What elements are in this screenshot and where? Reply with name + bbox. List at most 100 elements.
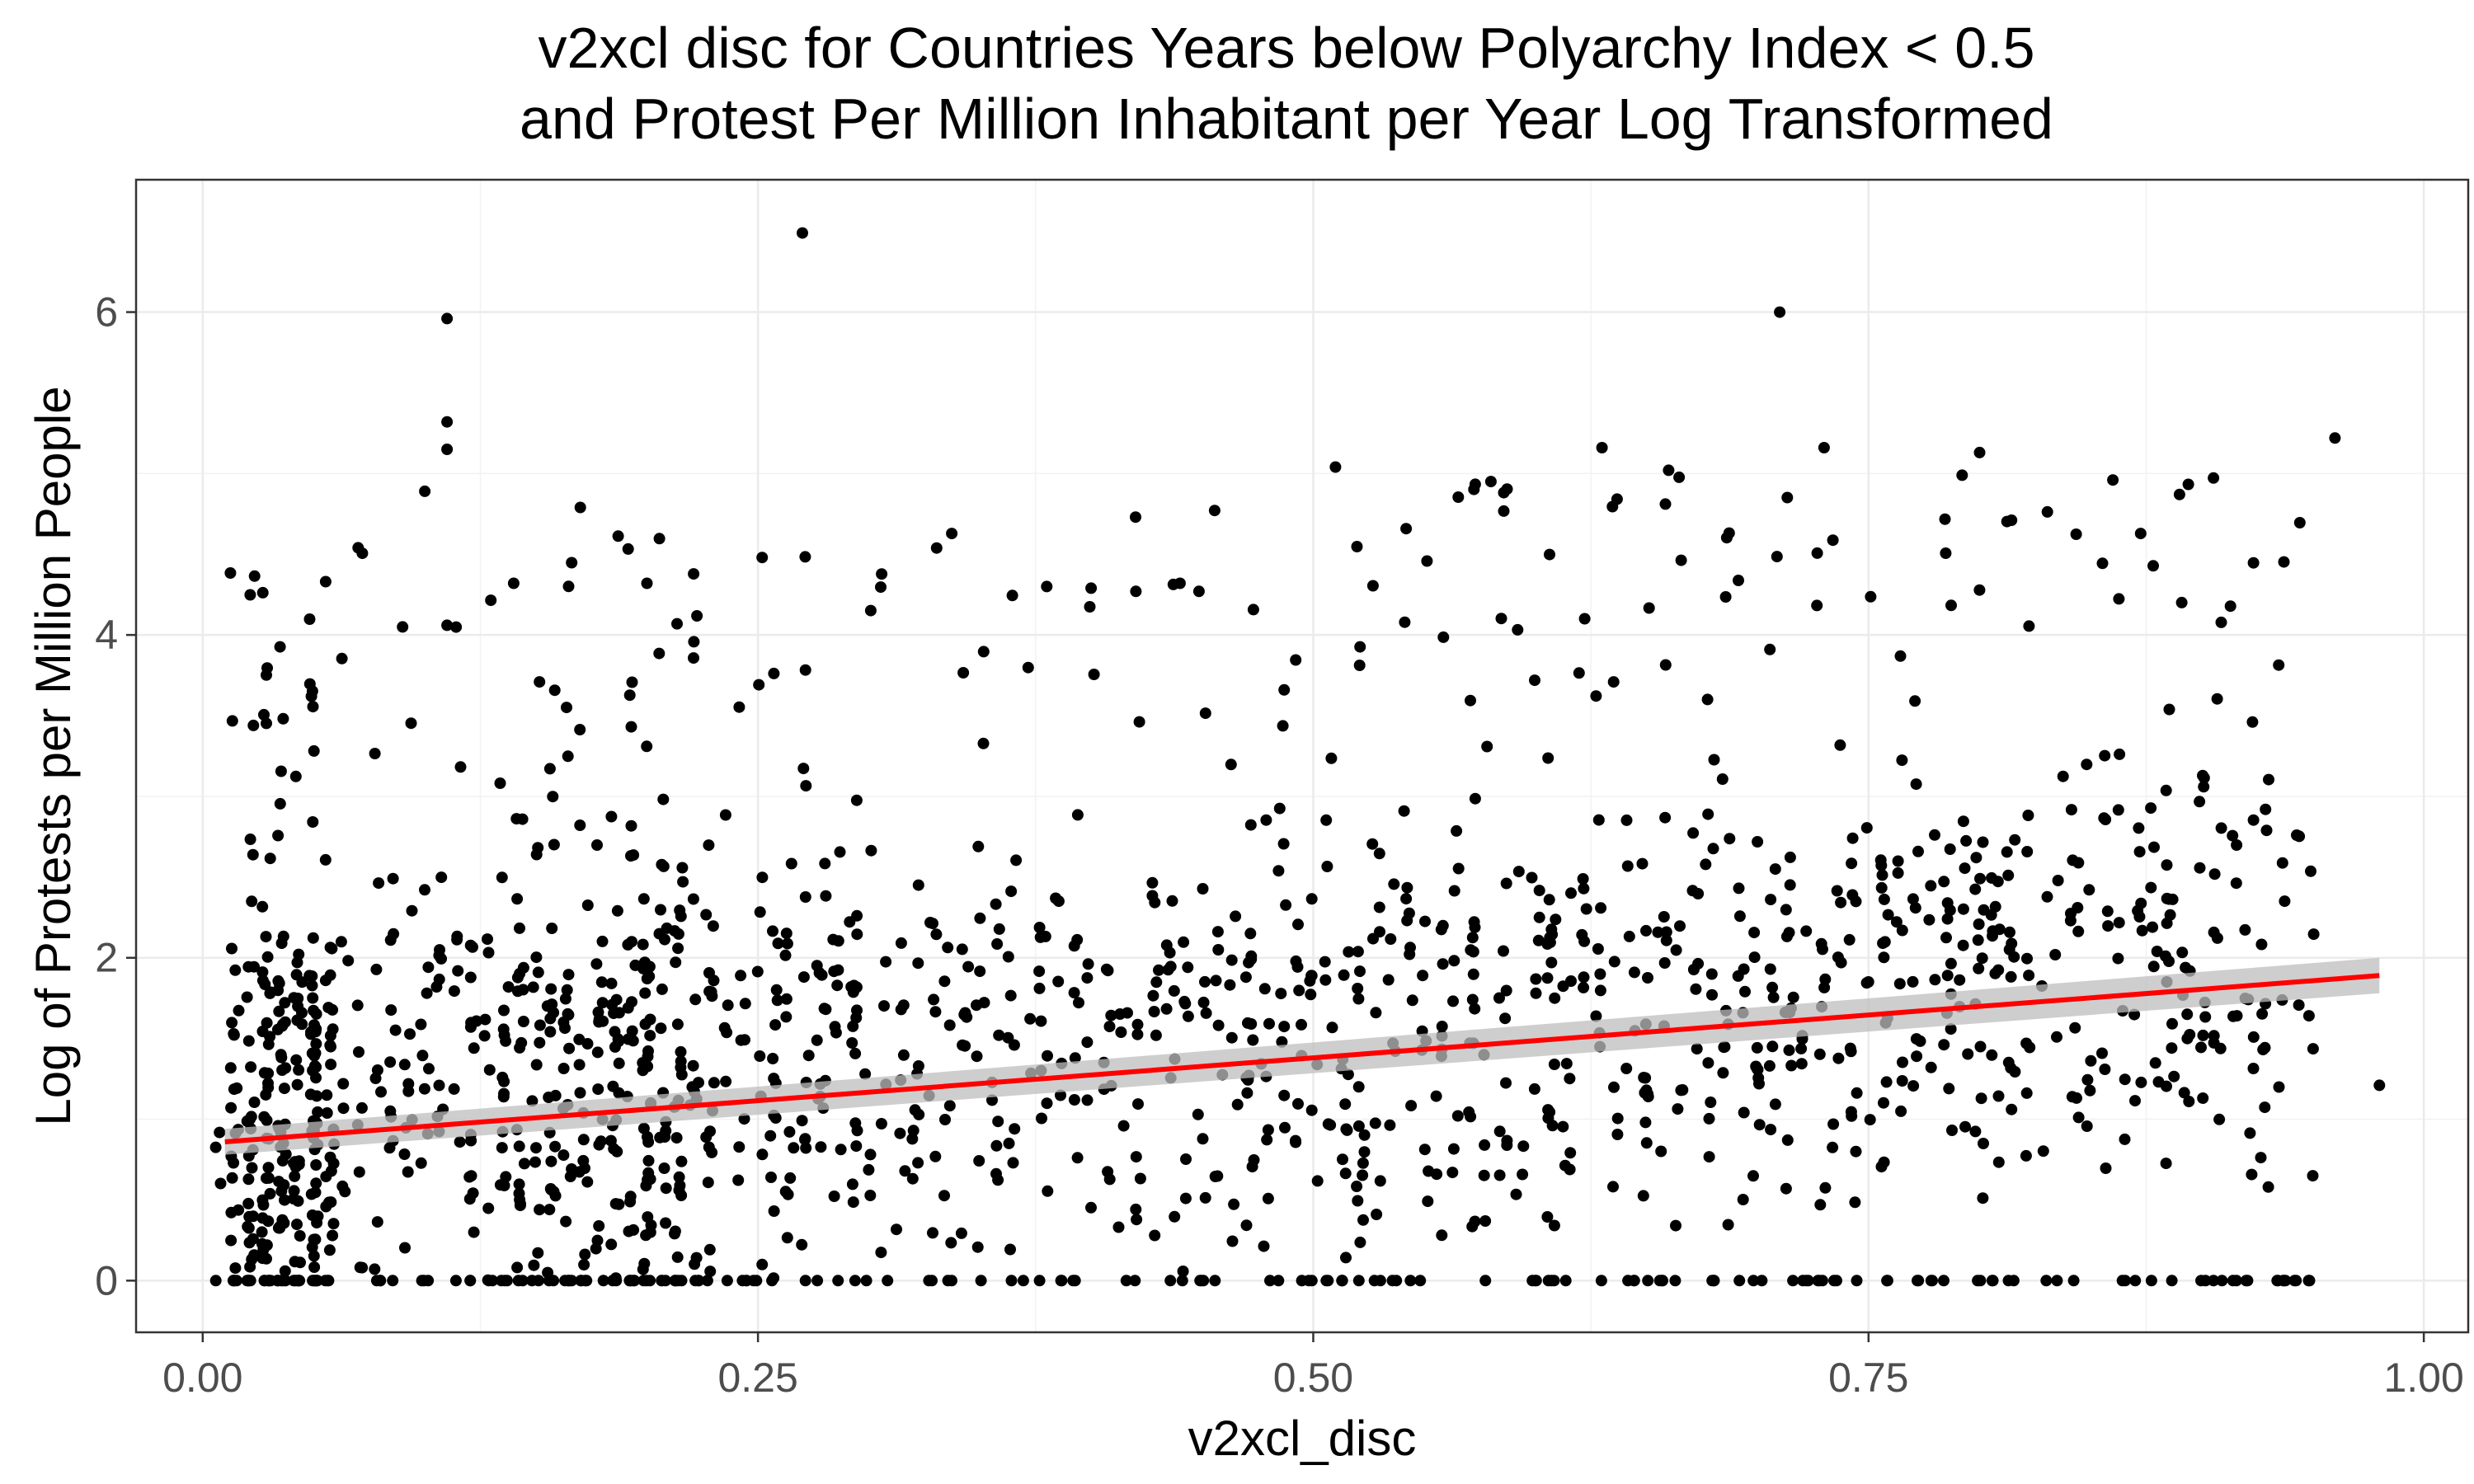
data-point (2182, 478, 2194, 491)
data-point (912, 879, 924, 891)
data-point (2052, 875, 2064, 886)
data-point (2024, 1041, 2036, 1054)
data-point (375, 1086, 387, 1098)
data-point (1319, 956, 1331, 968)
data-point (1733, 575, 1744, 586)
data-point (2151, 946, 2163, 957)
data-point (2211, 932, 2223, 944)
data-point (688, 652, 699, 665)
data-point (1369, 1117, 1381, 1129)
data-point (637, 959, 649, 971)
data-point (496, 1142, 508, 1154)
data-point (1084, 601, 1096, 613)
data-point (1319, 974, 1332, 986)
data-point (1197, 1133, 1209, 1145)
data-point (1404, 942, 1416, 954)
data-point (507, 577, 520, 589)
data-point (780, 1011, 793, 1023)
data-point (899, 1165, 911, 1177)
data-point (1986, 1049, 1998, 1061)
data-point (1006, 589, 1018, 602)
data-point (2259, 1101, 2271, 1114)
data-point (1892, 855, 1904, 867)
data-point (675, 1055, 687, 1068)
data-point (1211, 926, 1224, 938)
data-point (1305, 989, 1317, 1001)
data-point (895, 937, 907, 949)
data-point (1962, 1048, 1974, 1060)
data-point (548, 1275, 560, 1287)
data-point (1878, 951, 1890, 964)
data-point (256, 900, 269, 913)
data-point (1197, 883, 1209, 895)
data-point (261, 951, 274, 963)
data-point (2213, 1113, 2226, 1125)
data-point (591, 1046, 604, 1059)
data-point (416, 1050, 429, 1062)
data-point (1042, 1185, 1054, 1197)
data-point (563, 1042, 576, 1054)
data-point (1290, 654, 1302, 666)
data-point (225, 1101, 238, 1114)
data-point (225, 1234, 238, 1247)
data-point (637, 1064, 649, 1077)
data-point (590, 1242, 602, 1255)
data-point (1002, 951, 1014, 963)
data-point (1970, 852, 1982, 864)
data-point (1004, 1243, 1016, 1256)
data-point (1701, 693, 1714, 706)
data-point (1320, 814, 1333, 826)
y-axis-ticks: 0 2 4 6 (95, 289, 136, 1303)
data-point (398, 1059, 411, 1071)
y-tick-label: 0 (95, 1257, 118, 1303)
data-point (1305, 893, 1318, 905)
data-point (721, 1026, 733, 1039)
data-point (957, 667, 970, 679)
data-point (1595, 902, 1607, 914)
data-point (1231, 1098, 1244, 1111)
data-point (1543, 894, 1555, 906)
data-point (1180, 1153, 1192, 1165)
data-point (1747, 1275, 1760, 1287)
data-point (1912, 845, 1924, 857)
data-point (660, 1182, 672, 1195)
data-point (308, 1250, 320, 1262)
data-point (1463, 1106, 1475, 1118)
data-point (1957, 815, 1969, 828)
data-point (1652, 926, 1664, 938)
data-point (2195, 1041, 2207, 1054)
data-point (811, 960, 823, 972)
data-point (319, 1275, 332, 1287)
data-point (1022, 661, 1034, 674)
data-point (545, 983, 557, 995)
data-point (1212, 1019, 1225, 1031)
data-point (319, 853, 332, 866)
data-point (1834, 739, 1846, 751)
data-point (623, 689, 636, 702)
x-tick-label: 0.00 (162, 1355, 242, 1401)
data-point (1819, 973, 1832, 985)
data-point (1827, 534, 1839, 547)
data-point (768, 1205, 780, 1217)
data-point (549, 1089, 562, 1101)
data-point (637, 893, 650, 905)
data-point (1230, 910, 1242, 923)
data-point (1545, 956, 1558, 969)
data-point (487, 1275, 499, 1287)
data-point (1339, 1167, 1352, 1180)
data-point (1305, 970, 1318, 982)
data-point (1322, 1275, 1334, 1287)
data-point (1850, 1145, 1862, 1158)
data-point (754, 906, 766, 918)
data-point (2302, 1275, 2315, 1287)
data-point (2134, 528, 2147, 540)
data-point (2194, 796, 2206, 808)
data-point (1882, 909, 1894, 921)
data-point (2147, 560, 2159, 572)
data-point (534, 1204, 546, 1216)
data-point (1751, 1041, 1763, 1054)
data-point (1465, 944, 1477, 956)
data-point (405, 717, 417, 730)
data-point (272, 829, 285, 842)
